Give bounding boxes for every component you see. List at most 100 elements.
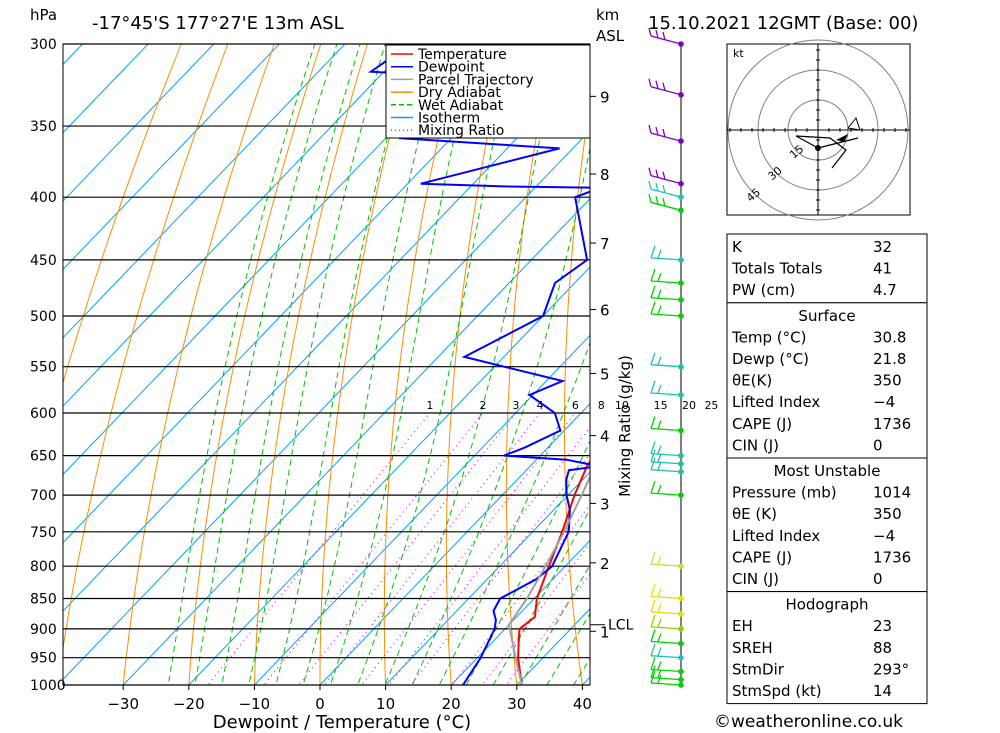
index-label: CIN (J) (732, 436, 779, 454)
hodograph-trace (817, 137, 859, 149)
index-label: EH (732, 617, 753, 635)
wind-barb (650, 629, 682, 645)
height-tick-label: 9 (600, 88, 610, 106)
wind-barb (650, 449, 682, 465)
mixing-ratio-tick-label: 25 (704, 399, 718, 412)
pressure-axis: 300 350 400 450 500 550 600 650 700 750 800 850 900 9… (30, 37, 66, 694)
wind-barb (650, 441, 682, 457)
wet-adiabat-line (357, 44, 516, 685)
legend-label: Mixing Ratio (418, 123, 504, 139)
storm-motion-arrow (836, 134, 848, 142)
temperature-tick-label: −10 (239, 695, 271, 713)
asl-unit-label: ASL (596, 27, 625, 45)
isobar-lines (63, 43, 590, 686)
mixing-ratio-tick-label: 8 (598, 399, 605, 412)
wet-adiabat-line (384, 44, 560, 685)
wind-barb (650, 643, 682, 659)
index-value: 350 (873, 372, 902, 390)
temperature-tick-label: 30 (507, 695, 526, 713)
wind-barbs-column (648, 27, 684, 688)
temperature-tick-label: 40 (573, 695, 592, 713)
legend-label: Isotherm (418, 111, 480, 127)
index-label: CIN (J) (732, 570, 779, 588)
wind-level-dot (678, 492, 684, 498)
indices-table: K 32 Totals Totals 41 PW (cm) 4.7 Surface Temp … (726, 233, 928, 705)
index-label: Dewp (°C) (732, 350, 809, 368)
wet-adiabat-line (465, 439, 590, 685)
wind-barb (650, 457, 682, 473)
height-tick-label: 1 (600, 623, 610, 641)
dewpoint-line (367, 44, 590, 685)
index-value: 4.7 (873, 281, 897, 299)
index-label: Pressure (mb) (732, 484, 837, 502)
temperature-tick-label: −30 (107, 695, 139, 713)
mixing-ratio-line (297, 412, 517, 685)
wind-barb (650, 416, 682, 432)
indices-block (726, 233, 928, 304)
wind-barb (648, 78, 682, 96)
index-label: CAPE (J) (732, 548, 792, 566)
km-unit-label: km (596, 6, 619, 24)
index-label: SREH (732, 639, 773, 657)
index-label: PW (cm) (732, 281, 795, 299)
temperature-tick-label: −20 (173, 695, 205, 713)
pressure-tick-label: 400 (30, 190, 57, 206)
pressure-tick-label: 1000 (30, 678, 66, 694)
index-label: StmDir (732, 660, 785, 678)
mixing-ratio-tick-label: 2 (479, 399, 486, 412)
height-tick-label: 5 (600, 365, 610, 383)
index-value: 350 (873, 505, 902, 523)
mixing-ratio-tick-label: 1 (426, 399, 433, 412)
wind-barb (648, 181, 682, 198)
dry-adiabat-line (925, 7, 1000, 711)
mixing-ratio-tick-label: 20 (682, 399, 696, 412)
pressure-tick-label: 650 (30, 449, 57, 465)
mixing-ratio-line (323, 412, 541, 685)
wet-adiabat-line (546, 612, 590, 685)
height-tick-label: 6 (600, 302, 610, 320)
index-label: Totals Totals (731, 260, 823, 278)
mixing-ratio-line (360, 412, 576, 685)
index-value: 0 (873, 436, 883, 454)
sounding-series (367, 44, 590, 685)
wet-adiabat-line (519, 563, 590, 685)
dry-adiabat-line (188, 44, 322, 685)
dry-adiabat-line (122, 44, 275, 685)
mixing-ratio-line (263, 412, 484, 685)
mixing-ratio-tick-label: 4 (537, 399, 544, 412)
wet-adiabat-line (248, 44, 386, 685)
temperature-tick-label: 0 (315, 695, 325, 713)
wind-barb (650, 352, 682, 368)
wind-level-dot (678, 280, 684, 286)
wind-barb (650, 599, 682, 615)
index-label: θE (K) (732, 505, 777, 523)
index-label: Lifted Index (732, 393, 820, 411)
mixing-ratio-labels: 1 2 3 4 6 8 10 15 20 25 (426, 399, 718, 412)
wind-barb (650, 245, 682, 261)
index-value: −4 (873, 527, 895, 545)
isotherm-line (63, 44, 215, 202)
height-tick-label: 3 (600, 495, 610, 513)
index-label: θE(K) (732, 372, 772, 390)
bunkers-marker (847, 116, 861, 131)
index-value: 23 (873, 617, 892, 635)
temperature-tick-label: 10 (376, 695, 395, 713)
wet-adiabat-line (167, 44, 316, 685)
storm-motion-marker (815, 145, 821, 151)
legend-box (385, 44, 591, 139)
pressure-tick-label: 500 (30, 309, 57, 325)
isotherm-line (319, 403, 590, 685)
hodograph-unit-label: kt (733, 47, 744, 60)
index-label: Lifted Index (732, 527, 820, 545)
wind-barb (650, 614, 682, 630)
dry-adiabat-line (63, 44, 229, 652)
dry-adiabat-line (675, 7, 719, 711)
wind-barb (648, 194, 682, 211)
x-axis-label: Dewpoint / Temperature (°C) (213, 712, 471, 733)
height-tick-label: 7 (600, 235, 610, 253)
isotherm-line (63, 44, 281, 271)
wet-adiabat-line (194, 44, 338, 685)
index-value: 1736 (873, 548, 911, 566)
